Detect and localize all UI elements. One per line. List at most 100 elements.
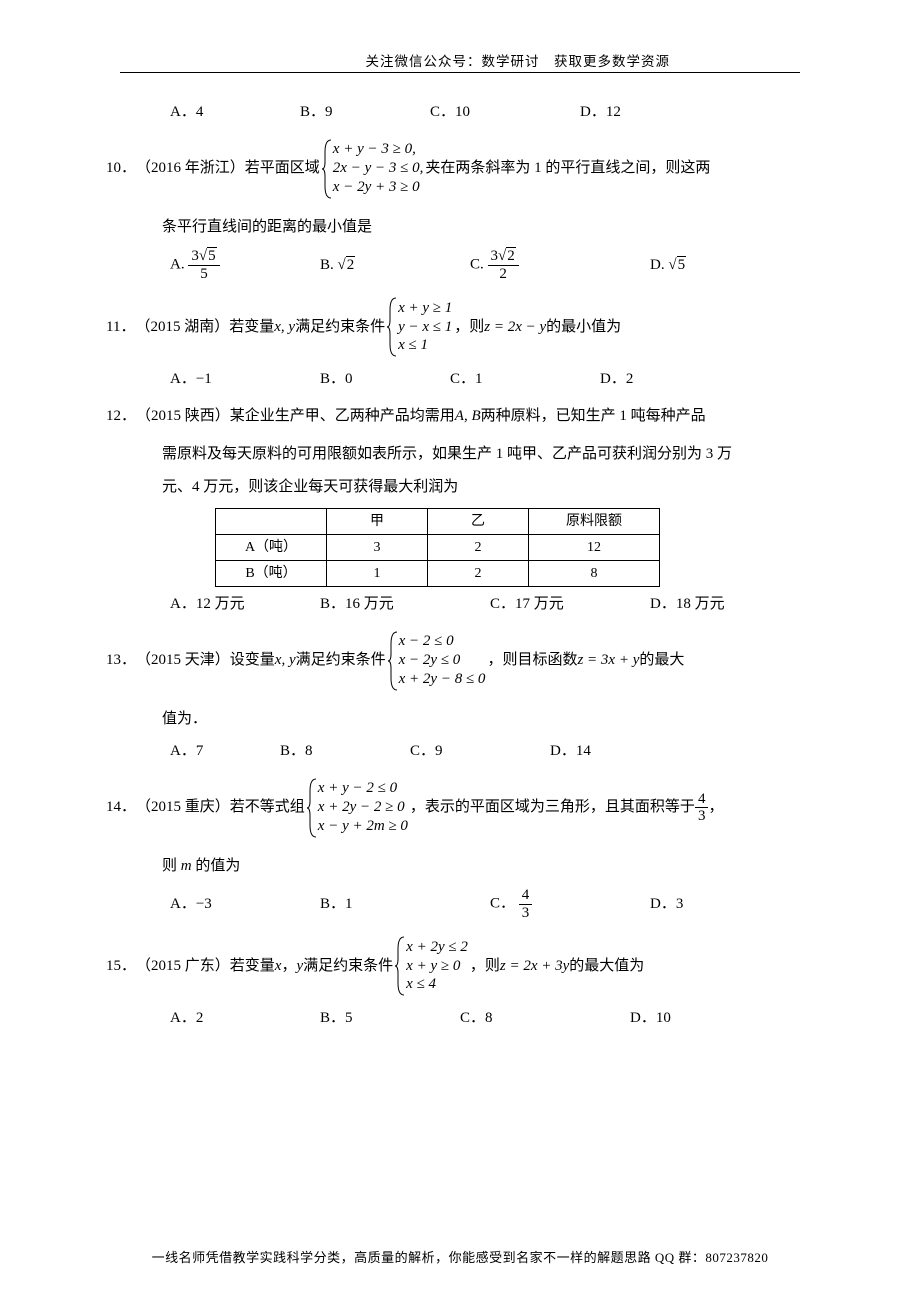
q13-t1: 设变量	[230, 649, 275, 672]
page-header: 关注微信公众号：数学研讨 获取更多数学资源	[120, 50, 800, 73]
q13-opt-a: A．7	[170, 740, 280, 763]
q11-system: x + y ≥ 1 y − x ≤ 1 x ≤ 1	[387, 296, 452, 358]
q10-source: （2016 年浙江）	[136, 157, 245, 180]
q14-options: A．−3 B．1 C． 4 3 D．3	[170, 887, 812, 921]
q14-t1: 若不等式组	[230, 796, 305, 819]
q12-opt-a: A．12 万元	[170, 593, 320, 616]
q13-sys-3: x + 2y − 8 ≤ 0	[399, 670, 486, 689]
q13-t5: 值为．	[162, 708, 812, 731]
q15-sys-2: x + y ≥ 0	[406, 957, 468, 976]
q11-opt-b: B．0	[320, 368, 450, 391]
q14-sys-2: x + 2y − 2 ≥ 0	[318, 798, 408, 817]
q11-opt-d: D．2	[600, 368, 633, 391]
q9-opt-b: B．9	[300, 101, 430, 124]
q14-t4: 则	[162, 858, 177, 874]
q14-opt-a: A．−3	[170, 893, 320, 916]
q15-opt-a: A．2	[170, 1007, 320, 1030]
q10-t2: 夹在两条斜率为 1 的平行直线之间，则这两	[425, 157, 710, 180]
q15-sys-3: x ≤ 4	[406, 975, 468, 994]
q13-source: （2015 天津）	[136, 649, 230, 672]
q15-options: A．2 B．5 C．8 D．10	[170, 1007, 812, 1030]
q11-z: z = 2x − y	[484, 316, 546, 339]
q14-sys-1: x + y − 2 ≤ 0	[318, 779, 408, 798]
q12-table-cell: 12	[529, 535, 660, 561]
q15-y: y	[296, 955, 303, 978]
q14-t2: ，表示的平面区域为三角形，且其面积等于	[410, 796, 695, 819]
q10-opt-d: D. √5	[650, 254, 686, 277]
q14-m: m	[181, 858, 192, 874]
q12-table-cell: A（吨）	[216, 535, 327, 561]
q12-opt-b: B．16 万元	[320, 593, 490, 616]
q15-t1b: ，	[281, 955, 296, 978]
q12-t2: 两种原料，已知生产 1 吨每种产品	[481, 405, 706, 428]
q12-num: 12．	[106, 405, 136, 428]
q13-opt-b: B．8	[280, 740, 410, 763]
q15-t1: 若变量	[230, 955, 275, 978]
q12-table-cell: 2	[428, 561, 529, 587]
q14-t3: ，	[708, 796, 723, 819]
q9-opt-a: A．4	[170, 101, 300, 124]
q12-ab: A, B	[455, 405, 481, 428]
q12-table-header	[216, 509, 327, 535]
q10-opt-a: A. 3√5 5	[170, 248, 320, 282]
q14-opt-b: B．1	[320, 893, 490, 916]
q12-table: 甲乙原料限额A（吨）3212B（吨）128	[215, 508, 660, 587]
q12-table-cell: 1	[327, 561, 428, 587]
q12-source: （2015 陕西）	[136, 405, 230, 428]
q10-system: x + y − 3 ≥ 0, 2x − y − 3 ≤ 0, x − 2y + …	[322, 138, 424, 200]
q12-table-header: 甲	[327, 509, 428, 535]
q12-opt-c: C．17 万元	[490, 593, 650, 616]
q11-sys-2: y − x ≤ 1	[398, 318, 452, 337]
q12-opt-d: D．18 万元	[650, 593, 725, 616]
q13-t2: 满足约束条件	[296, 649, 386, 672]
q13-opt-c: C．9	[410, 740, 550, 763]
q11-t4: 的最小值为	[546, 316, 621, 339]
q10-sys-2: 2x − y − 3 ≤ 0,	[333, 159, 424, 178]
q15: 15． （2015 广东） 若变量 x ， y 满足约束条件 x + 2y ≤ …	[100, 935, 812, 1030]
q9-options: A．4 B．9 C．10 D．12	[170, 101, 812, 124]
q10-options: A. 3√5 5 B. √2 C. 3√2 2	[170, 248, 812, 282]
q11-source: （2015 湖南）	[135, 316, 229, 339]
q11-t3: ，则	[454, 316, 484, 339]
q15-t4: 的最大值为	[569, 955, 644, 978]
q10-t3: 条平行直线间的距离的最小值是	[162, 216, 812, 239]
q10-sys-1: x + y − 3 ≥ 0,	[333, 140, 424, 159]
q11-opt-a: A．−1	[170, 368, 320, 391]
q13-t3: ，则目标函数	[487, 649, 577, 672]
q12-table-cell: 2	[428, 535, 529, 561]
q15-opt-d: D．10	[630, 1007, 671, 1030]
q12-table-header: 原料限额	[529, 509, 660, 535]
q10-sys-3: x − 2y + 3 ≥ 0	[333, 178, 424, 197]
q12-t3: 需原料及每天原料的可用限额如表所示，如果生产 1 吨甲、乙产品可获利润分别为 3…	[162, 443, 812, 466]
q14-opt-c: C． 4 3	[490, 887, 650, 921]
q9-opt-d: D．12	[580, 101, 621, 124]
q15-opt-c: C．8	[460, 1007, 630, 1030]
q10-opt-c: C. 3√2 2	[470, 248, 650, 282]
q14-system: x + y − 2 ≤ 0 x + 2y − 2 ≥ 0 x − y + 2m …	[307, 777, 408, 839]
q13-num: 13．	[106, 649, 136, 672]
q10-opt-b: B. √2	[320, 254, 470, 277]
q14-sys-3: x − y + 2m ≥ 0	[318, 817, 408, 836]
q15-sys-1: x + 2y ≤ 2	[406, 938, 468, 957]
q13-z: z = 3x + y	[577, 649, 639, 672]
q15-t2: 满足约束条件	[303, 955, 393, 978]
q12-options: A．12 万元 B．16 万元 C．17 万元 D．18 万元	[170, 593, 812, 616]
q12-t4: 元、4 万元，则该企业每天可获得最大利润为	[162, 476, 812, 499]
q11-options: A．−1 B．0 C．1 D．2	[170, 368, 812, 391]
q13-sys-2: x − 2y ≤ 0	[399, 651, 486, 670]
q15-num: 15．	[106, 955, 136, 978]
q14-num: 14．	[106, 796, 136, 819]
content-area: A．4 B．9 C．10 D．12 10． （2016 年浙江） 若平面区域 x…	[100, 101, 812, 1030]
q12-table-cell: B（吨）	[216, 561, 327, 587]
page-footer: 一线名师凭借教学实践科学分类，高质量的解析，你能感受到名家不一样的解题思路 QQ…	[0, 1247, 920, 1266]
q14-opt-d: D．3	[650, 893, 683, 916]
q12: 12． （2015 陕西） 某企业生产甲、乙两种产品均需用 A, B 两种原料，…	[100, 405, 812, 616]
q15-z: z = 2x + 3y	[500, 955, 569, 978]
q11-t2: 满足约束条件	[295, 316, 385, 339]
q12-table-cell: 3	[327, 535, 428, 561]
q11-opt-c: C．1	[450, 368, 600, 391]
q13-vars: x, y	[275, 649, 296, 672]
q14-frac: 4 3	[695, 791, 709, 825]
q15-opt-b: B．5	[320, 1007, 460, 1030]
q11: 11． （2015 湖南） 若变量 x, y 满足约束条件 x + y ≥ 1 …	[100, 296, 812, 391]
